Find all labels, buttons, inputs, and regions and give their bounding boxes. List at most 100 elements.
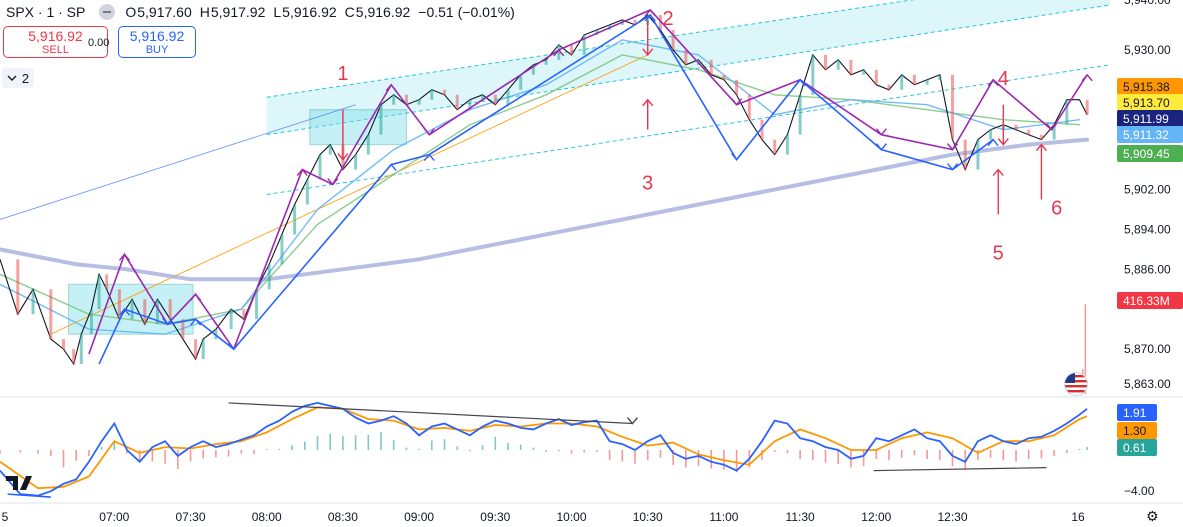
histogram-bar <box>431 440 433 450</box>
osc-value-bg <box>1117 404 1157 421</box>
indicators-toggle-button[interactable]: 2 <box>2 68 34 88</box>
histogram-bar <box>799 450 801 459</box>
time-tick-label: 10:00 <box>556 510 586 524</box>
candle <box>493 94 497 105</box>
candle <box>671 29 675 50</box>
channel-line-0 <box>266 0 915 98</box>
histogram-bar <box>824 450 827 463</box>
histogram-bar <box>532 447 535 450</box>
legend-header: SPX · 1 · SP O 5,917.60 H 5,917.92 L 5,916.… <box>6 2 515 22</box>
annotation-label-6: 6 <box>1051 197 1062 219</box>
channel-line-1 <box>266 4 1111 136</box>
price-tick-label: 5,902.00 <box>1124 183 1171 197</box>
candle <box>155 299 159 325</box>
price-tick-label: 5,863.00 <box>1124 377 1171 391</box>
volume-bar <box>1084 304 1087 394</box>
histogram-bar <box>951 450 954 467</box>
price-tick-label: 5,940.00 <box>1124 0 1171 7</box>
candle <box>658 14 662 30</box>
candle <box>912 74 916 85</box>
divergence-line-2 <box>873 467 1047 472</box>
buy-button[interactable]: 5,916.92 BUY <box>118 26 196 58</box>
swing-arrow <box>946 163 959 171</box>
swing-arrow <box>296 168 308 177</box>
swing-arrow <box>228 342 240 351</box>
histogram-bar <box>240 450 243 454</box>
candle <box>255 289 259 320</box>
swing-arrow <box>731 98 743 106</box>
symbol-title[interactable]: SPX · 1 · SP <box>6 4 86 20</box>
candle <box>684 49 688 65</box>
us-flag-icon[interactable] <box>1064 372 1088 396</box>
candle <box>201 339 205 360</box>
price-label-bg <box>1117 78 1183 95</box>
histogram-bar <box>900 450 903 458</box>
candle <box>849 59 853 75</box>
price-label-bg <box>1117 292 1183 309</box>
candle <box>925 79 929 85</box>
swing-arrow <box>987 138 999 147</box>
annotation-label-2: 2 <box>662 8 673 30</box>
candle <box>31 289 35 315</box>
annotation-arrow-head-2 <box>642 48 654 56</box>
histogram-bar <box>126 450 128 454</box>
candle <box>976 139 980 170</box>
candle <box>570 44 574 55</box>
annotation-arrow-head-6 <box>1035 143 1047 152</box>
histogram-bar <box>164 450 166 464</box>
osc-value-label: 0.61 <box>1123 441 1147 455</box>
time-tick-label: 12:00 <box>861 510 891 524</box>
candle <box>836 59 840 70</box>
candle <box>16 259 20 315</box>
histogram-bar <box>773 450 776 452</box>
histogram-bar <box>265 449 268 450</box>
histogram-bar <box>875 450 878 459</box>
signal-line <box>0 406 1088 490</box>
histogram-bar <box>1053 450 1055 456</box>
gear-icon[interactable]: ⚙ <box>1146 508 1159 524</box>
candle <box>354 154 358 170</box>
histogram-bar <box>977 450 979 461</box>
candle <box>97 274 101 310</box>
swing-arrow <box>644 13 656 22</box>
sell-button[interactable]: 5,916.92 SELL <box>3 26 108 58</box>
histogram-bar <box>380 432 382 450</box>
candle <box>1027 129 1031 135</box>
moving-average-0 <box>0 137 1090 282</box>
histogram-bar <box>608 450 611 461</box>
candle <box>1085 99 1089 115</box>
annotation-label-3: 3 <box>642 173 653 195</box>
histogram-bar <box>1066 450 1068 453</box>
candle <box>874 69 878 85</box>
osc-value-label: 1.30 <box>1123 424 1147 438</box>
candle <box>1039 134 1043 140</box>
histogram-bar <box>761 450 763 461</box>
histogram-bar <box>1027 450 1030 459</box>
chevron-down-icon <box>7 75 17 81</box>
price-tick-label: 5,886.00 <box>1124 262 1171 276</box>
histogram-bar <box>177 450 179 470</box>
price-label: 416.33M <box>1123 294 1170 308</box>
histogram-bar <box>621 450 624 462</box>
swing-arrow <box>118 253 130 261</box>
annotation-arrow-head-1 <box>337 153 349 161</box>
candle <box>862 69 866 75</box>
price-label-bg <box>1117 145 1183 162</box>
candle <box>760 119 764 140</box>
swing-arrow <box>162 317 174 326</box>
histogram-bar <box>672 450 674 465</box>
histogram-bar <box>697 450 700 467</box>
price-label: 5,915.38 <box>1123 80 1170 94</box>
histogram-bar <box>913 450 916 456</box>
swing-arrow <box>1081 73 1093 82</box>
candle <box>117 289 121 320</box>
annotation-arrow-head-3 <box>642 98 654 107</box>
time-tick-label: 16 <box>1071 510 1085 524</box>
histogram-bar <box>62 450 65 468</box>
moving-average-1 <box>0 54 1081 325</box>
histogram-bar <box>659 450 662 458</box>
candle <box>811 54 815 95</box>
histogram-bar <box>634 450 636 464</box>
market-status-icon[interactable] <box>99 4 116 20</box>
